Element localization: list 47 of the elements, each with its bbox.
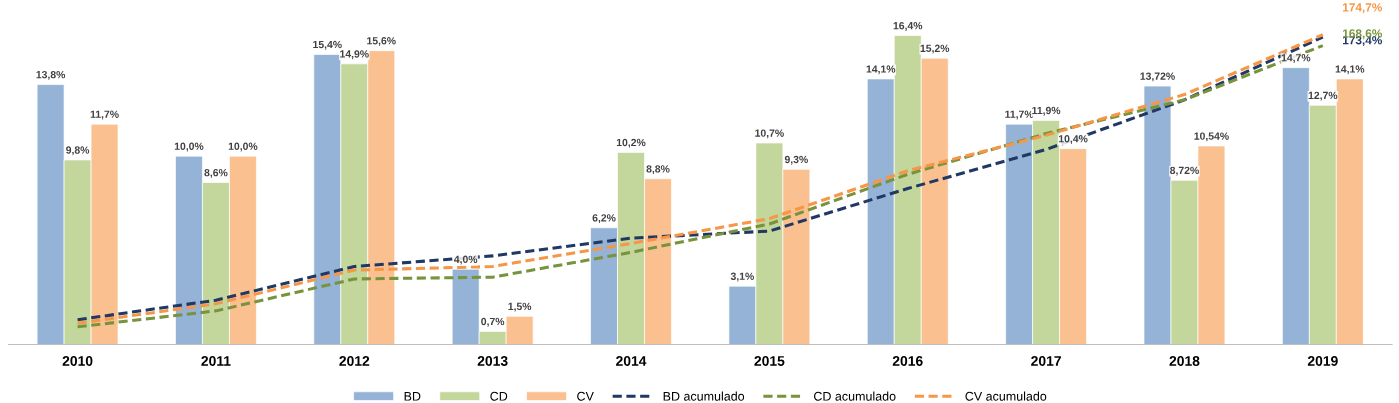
data-label: 10,0% [228,142,258,152]
data-label: 6,2% [592,214,616,224]
data-label: 14,1% [1335,65,1365,75]
x-tick-label: 2019 [1307,356,1338,366]
data-label: 14,1% [866,65,896,75]
x-tick-label: 2017 [1031,356,1061,366]
data-label: 16,4% [893,22,923,31]
x-tick-label: 2014 [616,356,647,366]
data-label: 14,7% [1281,54,1311,63]
data-label: 13,72% [1140,72,1175,82]
x-tick-label: 2015 [754,356,785,366]
data-label: 10,0% [174,142,204,152]
data-label: 9,8% [66,146,90,156]
data-label: 1,5% [508,302,532,312]
data-label: 0,7% [481,317,505,327]
data-label: 14,9% [340,50,369,60]
x-tick-label: 2010 [62,356,93,366]
data-label: 174,7% [1343,3,1382,14]
data-label: 10,54% [1194,132,1229,142]
legend-label: CD acumulado [814,391,896,401]
data-label: 11,7% [90,110,119,120]
data-label: 8,72% [1170,166,1199,176]
legend-label: BD acumulado [663,391,745,401]
data-label: 8,8% [646,165,670,175]
data-label: 15,4% [313,40,342,50]
legend-label: BD [404,391,421,401]
data-label: 11,7% [1005,110,1034,120]
x-tick-label: 2012 [339,356,370,366]
x-tick-label: 2011 [201,356,231,366]
data-label: 11,9% [1032,106,1061,116]
data-label: 10,2% [616,138,646,148]
data-label: 8,6% [204,168,228,178]
legend-label: CD [490,391,508,401]
data-label: 4,0% [453,255,478,265]
legend-label: CV [577,391,594,401]
legend-label: CV acumulado [965,391,1047,401]
data-label: 15,2% [920,44,950,54]
data-label: 10,7% [755,129,784,139]
x-tick-label: 2016 [892,356,923,366]
data-label: 10,4% [1058,135,1088,144]
data-label: 15,6% [367,37,396,46]
x-tick-label: 2018 [1169,356,1200,366]
data-label: 12,7% [1308,91,1338,101]
data-label: 3,1% [730,272,754,282]
x-tick-label: 2013 [477,356,508,366]
data-label: 13,8% [36,70,66,80]
data-label: 9,3% [784,155,808,165]
